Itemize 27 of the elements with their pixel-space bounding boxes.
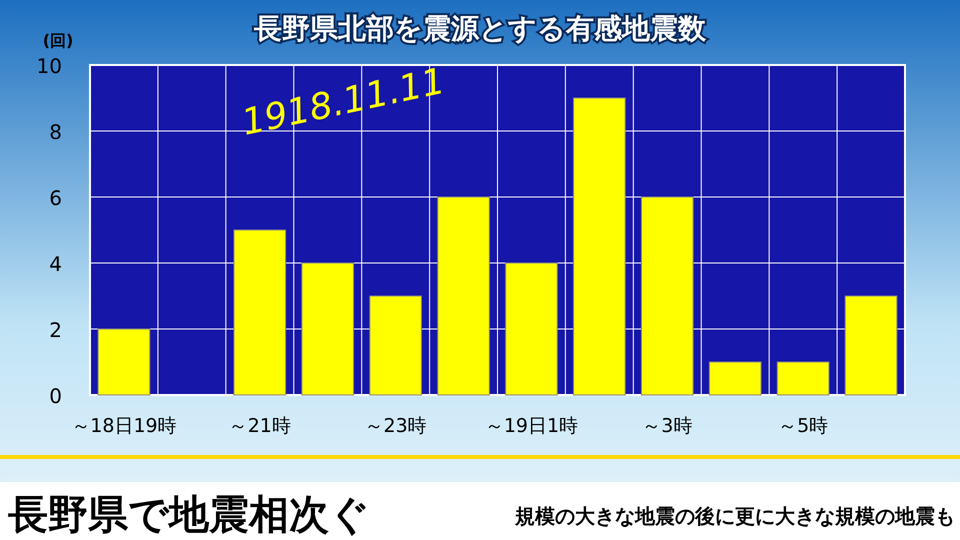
bar — [573, 98, 626, 396]
y-tick-label: 0 — [49, 384, 62, 408]
x-tick-label: ～23時 — [364, 415, 427, 437]
bar — [437, 196, 490, 396]
x-tick-label: ～19日1時 — [484, 415, 578, 437]
text: 長野県で地震相次ぐ — [7, 492, 370, 538]
text: 規模の大きな地震の後に更に大きな規模の地震も — [514, 504, 955, 528]
y-tick-label: 2 — [49, 318, 62, 342]
bar — [505, 262, 558, 396]
bar — [233, 230, 286, 396]
bar — [301, 262, 354, 396]
x-tick-label: ～3時 — [642, 415, 692, 437]
y-tick-label: 10 — [36, 54, 62, 78]
y-tick-label: 4 — [49, 252, 62, 276]
bar — [98, 328, 150, 396]
bar — [776, 362, 830, 396]
bar — [708, 362, 762, 396]
x-tick-label: ～5時 — [778, 415, 828, 437]
bar — [844, 296, 898, 396]
x-tick-label: ～18日19時 — [71, 415, 177, 437]
y-tick-label: 6 — [49, 186, 62, 210]
y-tick-label: 8 — [49, 120, 62, 144]
x-tick-label: ～21時 — [228, 415, 291, 437]
bar — [369, 296, 422, 396]
y-axis-title: (回) — [42, 31, 74, 50]
bar — [640, 196, 694, 396]
chart-title: 長野県北部を震源とする有感地震数 — [253, 12, 707, 45]
